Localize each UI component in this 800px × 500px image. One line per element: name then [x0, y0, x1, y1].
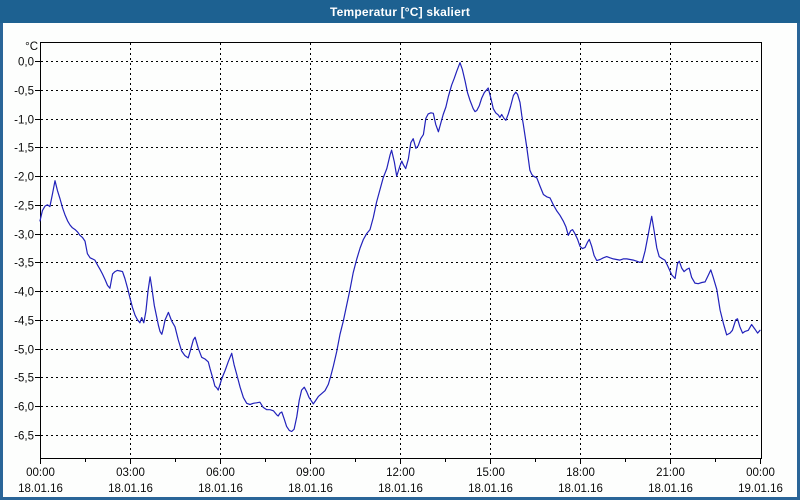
y-axis-unit-label: °C	[25, 41, 38, 53]
x-tick-time-label: 00:00	[746, 467, 775, 479]
x-tick-date-label: 18.01.16	[558, 483, 603, 495]
x-tick-date-label: 18.01.16	[378, 483, 423, 495]
x-tick-date-label: 18.01.16	[108, 483, 153, 495]
y-tick-label: 0,0	[18, 57, 34, 69]
y-tick-label: -3,5	[14, 258, 34, 270]
temperature-line	[39, 62, 761, 433]
window-title: Temperatur [°C] skaliert	[329, 4, 471, 19]
y-tick-label: -4,0	[14, 287, 34, 299]
window-titlebar[interactable]: Temperatur [°C] skaliert	[0, 0, 800, 23]
x-tick-date-label: 18.01.16	[18, 483, 63, 495]
y-tick-label: -6,5	[14, 431, 34, 443]
x-tick-time-label: 15:00	[476, 467, 505, 479]
y-tick-label: -4,5	[14, 316, 34, 328]
y-tick-label: -5,0	[14, 345, 34, 357]
y-tick-label: -1,0	[14, 115, 34, 127]
y-tick-label: -0,5	[14, 86, 34, 98]
x-tick-time-label: 03:00	[116, 467, 145, 479]
x-tick-time-label: 00:00	[26, 467, 55, 479]
x-tick-date-label: 18.01.16	[468, 483, 513, 495]
y-tick-label: -1,5	[14, 143, 34, 155]
x-tick-date-label: 18.01.16	[648, 483, 693, 495]
x-tick-time-label: 21:00	[656, 467, 685, 479]
x-tick-date-label: 18.01.16	[288, 483, 333, 495]
x-tick-date-label: 19.01.16	[738, 483, 783, 495]
y-tick-label: -6,0	[14, 402, 34, 414]
y-tick-label: -2,5	[14, 201, 34, 213]
x-tick-time-label: 09:00	[296, 467, 325, 479]
y-tick-label: -2,0	[14, 172, 34, 184]
x-tick-date-label: 18.01.16	[198, 483, 243, 495]
y-tick-label: -5,5	[14, 373, 34, 385]
x-tick-time-label: 06:00	[206, 467, 235, 479]
x-tick-time-label: 12:00	[386, 467, 415, 479]
x-tick-time-label: 18:00	[566, 467, 595, 479]
y-tick-label: -3,0	[14, 230, 34, 242]
